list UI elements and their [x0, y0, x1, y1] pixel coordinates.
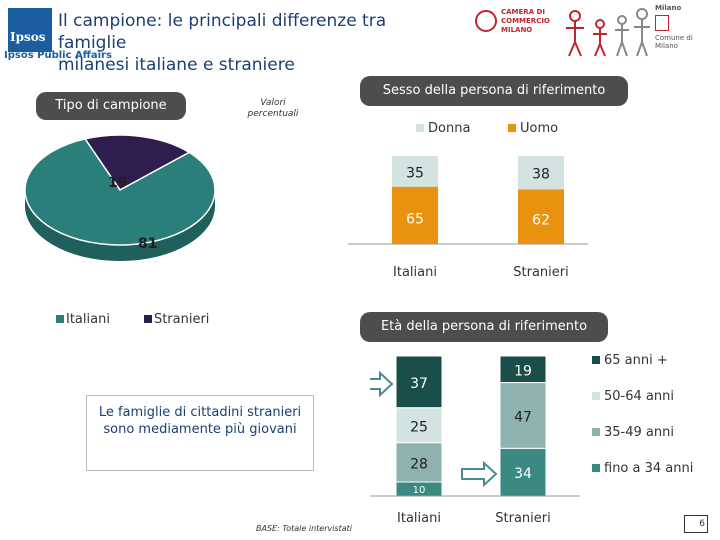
arrow-italiani-65-icon [370, 370, 394, 398]
pie-depth-side [25, 190, 215, 261]
sesso-bar-donna-italiani [392, 156, 438, 187]
eta-bar-35-49-anni-stranieri [499, 382, 547, 449]
pie-legend-item-stranieri: Stranieri [143, 312, 210, 327]
sesso-bar-donna-stranieri [518, 156, 564, 190]
eta-value-65-anni--italiani: 37 [410, 376, 428, 392]
eta-legend-label-fino-a-34-anni: fino a 34 anni [604, 461, 693, 476]
camera-commercio-logo: CAMERA DI COMMERCIO MILANO [475, 4, 561, 54]
page-title-line2: milanesi italiane e straniere [58, 55, 295, 75]
page-title-line1: Il campione: le principali differenze tr… [58, 11, 387, 53]
base-note: BASE: Totale intervistati [256, 524, 353, 533]
eta-stacked-bar-chart: 37 25 28 10 Italiani 19 47 34 Stranieri 65 anni +… [370, 353, 693, 526]
sesso-legend-swatch-donna [416, 124, 424, 132]
sesso-value-donna-stranieri: 38 [532, 167, 550, 183]
sesso-bar-uomo-stranieri [518, 189, 564, 244]
pie-slice-italiani [24, 138, 216, 246]
ipsos-logo [8, 8, 52, 52]
legend-swatch [143, 315, 152, 323]
sesso-value-donna-italiani: 35 [406, 165, 424, 181]
sesso-legend-label-donna: Donna [428, 121, 470, 136]
milano-logo: Milano Comune di Milano [655, 4, 715, 54]
sesso-legend-label-uomo: Uomo [520, 121, 558, 136]
milano-text: Milano [655, 4, 682, 12]
shield-icon [655, 15, 669, 31]
sesso-stacked-bar-chart: Donna Uomo 35 65 Italiani 38 62 Stranieri [348, 121, 588, 280]
eta-legend-label-65-anni-: 65 anni + [604, 353, 668, 368]
eta-value-50-64-anni-italiani: 25 [410, 419, 428, 435]
eta-bar-35-49-anni-italiani [395, 442, 443, 483]
pie-label-italiani: 81 [138, 236, 157, 252]
seal-icon [475, 10, 497, 32]
legend-swatch [56, 315, 64, 323]
ipsos-subtitle: Ipsos Public Affairs [4, 50, 112, 61]
eta-bar-50-64-anni-italiani [395, 407, 443, 444]
eta-bar-65-anni--italiani [395, 355, 443, 409]
eta-legend-swatch-35-49-anni [592, 428, 600, 436]
legend-label: Italiani [66, 312, 110, 327]
camera-commercio-text: CAMERA DI COMMERCIO MILANO [501, 8, 550, 34]
eta-legend-label-50-64-anni: 50-64 anni [604, 389, 674, 404]
pie-label-stranieri: 19 [108, 175, 127, 191]
sesso-legend-swatch-uomo [508, 124, 516, 132]
eta-value-65-anni--stranieri: 19 [514, 363, 532, 379]
eta-value-35-49-anni-stranieri: 47 [514, 410, 532, 426]
eta-bar-fino-a-34-anni-stranieri [499, 447, 547, 497]
eta-value-fino-a-34-anni-stranieri: 34 [514, 466, 532, 482]
eta-value-fino-a-34-anni-italiani: 10 [413, 485, 426, 496]
arrow-stranieri-34-icon [461, 460, 498, 488]
eta-legend-swatch-fino-a-34-anni [592, 464, 600, 472]
sesso-bar-uomo-italiani [392, 186, 438, 244]
page-number: 6 [684, 515, 708, 533]
sesso-value-uomo-stranieri: 62 [532, 213, 550, 229]
callout-box: Le famiglie di cittadini stranieri sono … [86, 395, 314, 471]
valori-percentuali-note: Valori percentuali [247, 98, 299, 119]
sesso-value-uomo-italiani: 65 [406, 211, 424, 227]
eta-legend-swatch-65-anni- [592, 356, 600, 364]
pie-legend: Italiani Stranieri [56, 312, 243, 327]
tipo-campione-label: Tipo di campione [36, 92, 186, 120]
legend-label: Stranieri [153, 312, 210, 327]
eta-category-stranieri: Stranieri [495, 511, 550, 526]
eta-legend-label-35-49-anni: 35-49 anni [604, 425, 674, 440]
sesso-chart-title: Sesso della persona di riferimento [360, 76, 628, 106]
sesso-category-stranieri: Stranieri [513, 265, 568, 280]
comune-text: Comune di Milano [655, 34, 693, 50]
eta-value-35-49-anni-italiani: 28 [410, 456, 428, 472]
family-illustration-icon [566, 8, 650, 57]
pie-legend-item-italiani: Italiani [56, 312, 110, 327]
sesso-category-italiani: Italiani [393, 265, 437, 280]
ipsos-logo-text: Ipsos [10, 30, 46, 44]
eta-chart-title: Età della persona di riferimento [360, 312, 608, 342]
eta-legend-swatch-50-64-anni [592, 392, 600, 400]
eta-bar-65-anni--stranieri [499, 355, 547, 384]
eta-category-italiani: Italiani [397, 511, 441, 526]
page-title: Il campione: le principali differenze tr… [58, 10, 458, 76]
